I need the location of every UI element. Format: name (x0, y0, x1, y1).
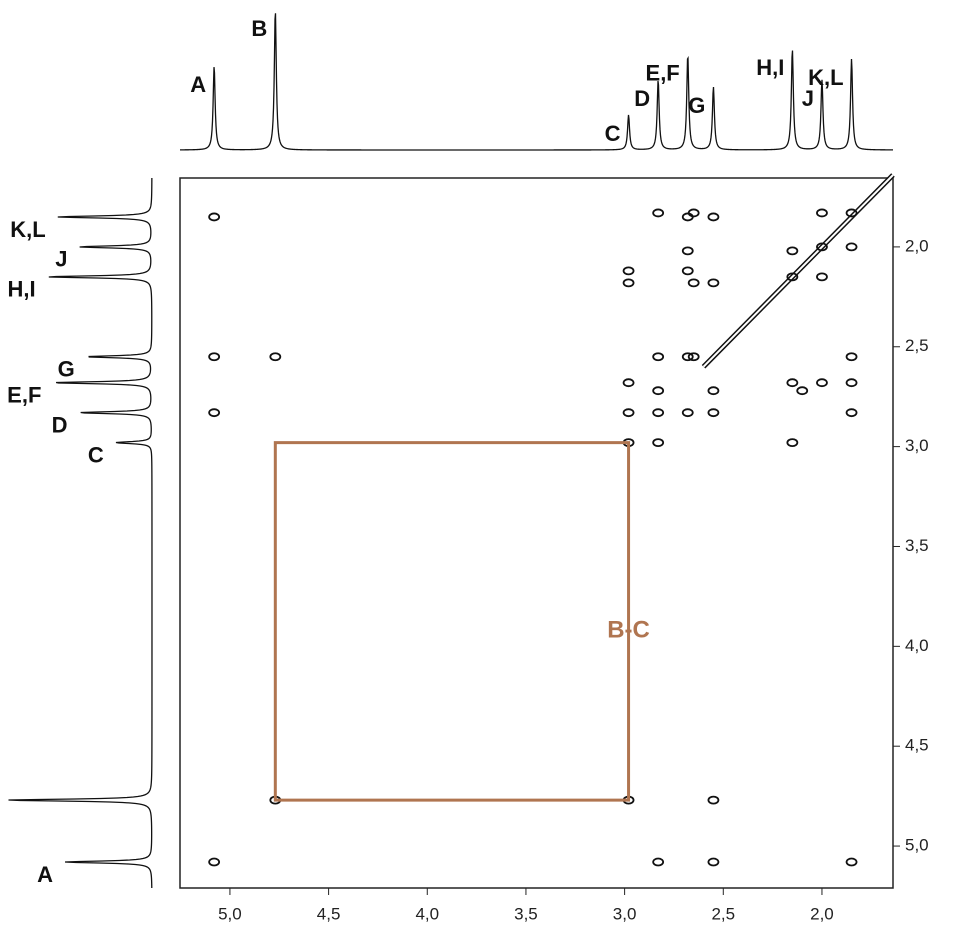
cross-peak (681, 246, 694, 256)
x-tick-label: 4,5 (317, 904, 341, 923)
y-tick-label: 3,0 (905, 436, 929, 455)
top-peak-label: J (802, 86, 814, 111)
top-peak-label: D (634, 86, 650, 111)
y-tick-label: 4,5 (905, 736, 929, 755)
cross-peak (707, 212, 720, 222)
x-tick-label: 2,0 (810, 904, 834, 923)
y-tick-label: 4,0 (905, 636, 929, 655)
cross-peak (652, 352, 665, 362)
cross-peak (208, 212, 221, 222)
x-tick-label: 4,0 (415, 904, 439, 923)
cross-peak (652, 857, 665, 867)
cross-peak (681, 266, 694, 276)
diagonal-inner (702, 174, 894, 368)
left-peak-label: C (88, 442, 104, 467)
cross-peak (687, 208, 700, 218)
cross-peak (786, 378, 799, 388)
top-peak-label: G (688, 93, 705, 118)
top-spectrum (179, 13, 894, 151)
cross-peak (816, 378, 828, 388)
y-tick-label: 2,0 (905, 236, 929, 255)
cross-peak (652, 386, 665, 396)
left-peak-label: E,F (7, 383, 41, 408)
cross-peak (622, 266, 635, 276)
cross-peak (652, 408, 665, 418)
cross-peak (816, 208, 828, 218)
cross-peak (845, 408, 858, 418)
top-peak-label: E,F (646, 61, 680, 86)
cross-peak (786, 438, 799, 448)
left-peak-label: J (55, 247, 67, 272)
box-label: B-C (607, 617, 650, 644)
x-tick-label: 3,5 (514, 904, 538, 923)
left-peak-label: G (58, 357, 75, 382)
top-peak-label: B (251, 16, 267, 41)
left-peak-label: H,I (7, 277, 35, 302)
cross-peak (208, 857, 221, 867)
left-peak-label: D (52, 412, 68, 437)
cross-peak (707, 386, 720, 396)
cross-peak (687, 352, 700, 362)
x-tick-label: 5,0 (218, 904, 242, 923)
x-tick-label: 3,0 (613, 904, 637, 923)
cross-peak (208, 408, 221, 418)
cross-peak (652, 208, 665, 218)
cross-peak (622, 278, 635, 288)
cross-peak (845, 378, 858, 388)
cross-peak (208, 352, 221, 362)
cross-peak (681, 352, 694, 362)
cross-peak (269, 352, 282, 362)
cross-peak (845, 242, 858, 252)
cross-peak (707, 857, 720, 867)
highlight-box (273, 441, 631, 802)
cross-peak (786, 272, 799, 282)
left-peak-label: A (37, 862, 53, 887)
cross-peak (652, 438, 665, 448)
cross-peak (681, 408, 694, 418)
y-tick-label: 3,5 (905, 536, 929, 555)
cross-peak (622, 408, 635, 418)
y-tick-label: 5,0 (905, 836, 929, 855)
cross-peak (845, 857, 858, 867)
cross-peak (707, 408, 720, 418)
top-peak-label: K,L (808, 65, 843, 90)
cross-peak (816, 272, 828, 282)
left-peak-label: K,L (10, 217, 45, 242)
cross-peak (845, 352, 858, 362)
top-peak-label: H,I (756, 55, 784, 80)
top-peak-label: A (190, 72, 206, 97)
cross-peak (622, 378, 635, 388)
top-peak-label: C (605, 121, 621, 146)
cross-peak (687, 278, 700, 288)
plot-frame (179, 177, 894, 889)
cross-peak (845, 208, 858, 218)
cross-peak (707, 795, 720, 805)
left-spectrum (8, 177, 153, 889)
cross-peak (816, 242, 828, 252)
cross-peak (707, 278, 720, 288)
y-tick-label: 2,5 (905, 336, 929, 355)
x-tick-label: 2,5 (711, 904, 735, 923)
cross-peak (796, 386, 809, 396)
cross-peak (786, 246, 799, 256)
